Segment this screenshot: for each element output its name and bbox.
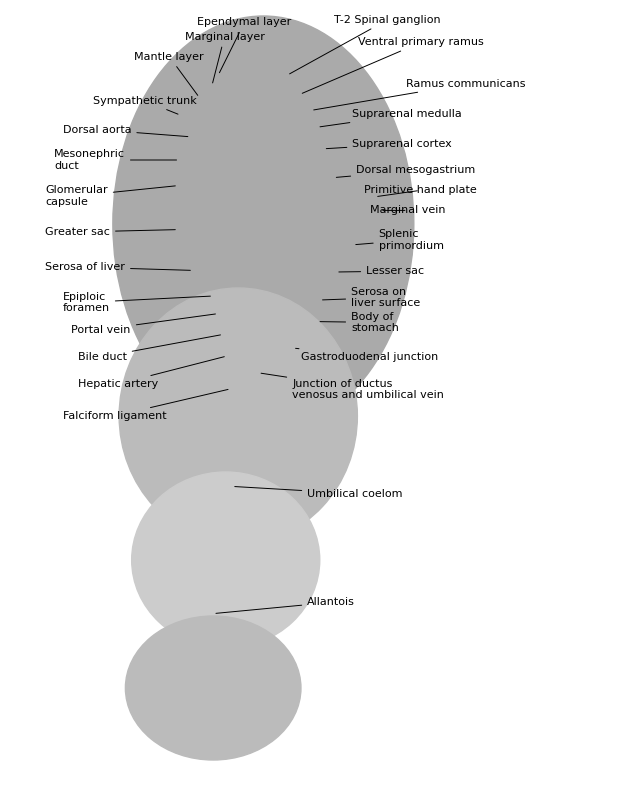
- Text: Ramus communicans: Ramus communicans: [314, 79, 526, 110]
- Text: Gastroduodenal junction: Gastroduodenal junction: [295, 348, 438, 362]
- Text: Ventral primary ramus: Ventral primary ramus: [302, 37, 484, 94]
- Text: Marginal layer: Marginal layer: [184, 31, 265, 83]
- Text: Dorsal mesogastrium: Dorsal mesogastrium: [336, 166, 475, 178]
- Text: Dorsal aorta: Dorsal aorta: [63, 125, 188, 137]
- Text: Lesser sac: Lesser sac: [339, 266, 424, 276]
- Text: Epiploic
foramen: Epiploic foramen: [63, 291, 211, 313]
- Text: Serosa on
liver surface: Serosa on liver surface: [322, 287, 420, 309]
- Text: Mesonephric
duct: Mesonephric duct: [54, 149, 177, 170]
- Text: Primitive hand plate: Primitive hand plate: [364, 186, 477, 197]
- Ellipse shape: [113, 16, 414, 432]
- Text: Splenic
primordium: Splenic primordium: [356, 230, 444, 250]
- Text: Suprarenal medulla: Suprarenal medulla: [320, 110, 462, 127]
- Text: Ependymal layer: Ependymal layer: [198, 18, 292, 73]
- Text: Mantle layer: Mantle layer: [134, 51, 204, 95]
- Text: Marginal vein: Marginal vein: [370, 206, 445, 215]
- Text: Junction of ductus
venosus and umbilical vein: Junction of ductus venosus and umbilical…: [261, 374, 444, 400]
- Text: Body of
stomach: Body of stomach: [320, 312, 399, 334]
- Text: Greater sac: Greater sac: [45, 227, 176, 237]
- Text: Falciform ligament: Falciform ligament: [63, 390, 228, 421]
- Ellipse shape: [125, 616, 301, 760]
- Text: Bile duct: Bile duct: [78, 335, 221, 362]
- Text: Glomerular
capsule: Glomerular capsule: [45, 186, 176, 206]
- Text: Suprarenal cortex: Suprarenal cortex: [326, 139, 452, 149]
- Text: T-2 Spinal ganglion: T-2 Spinal ganglion: [290, 15, 441, 74]
- Ellipse shape: [119, 288, 357, 544]
- Text: Sympathetic trunk: Sympathetic trunk: [93, 96, 196, 114]
- Text: Allantois: Allantois: [216, 598, 355, 614]
- Text: Hepatic artery: Hepatic artery: [78, 357, 224, 389]
- Text: Umbilical coelom: Umbilical coelom: [234, 486, 403, 498]
- Ellipse shape: [132, 472, 320, 648]
- Text: Portal vein: Portal vein: [71, 314, 216, 334]
- Text: Serosa of liver: Serosa of liver: [45, 262, 191, 272]
